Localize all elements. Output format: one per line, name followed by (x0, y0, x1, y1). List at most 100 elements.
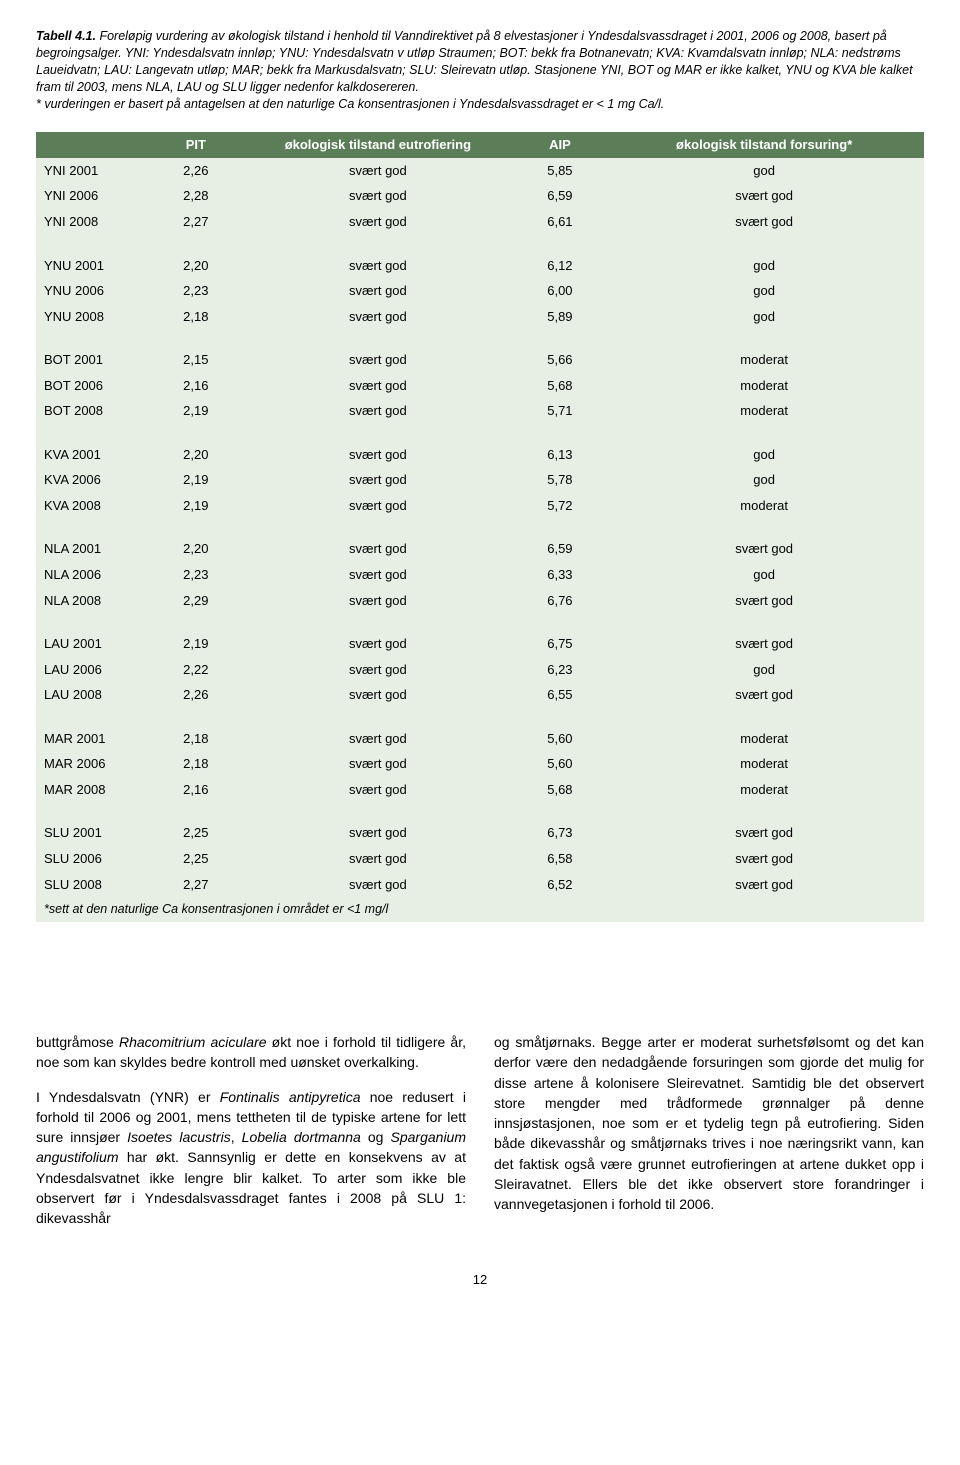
table-cell: svært god (240, 373, 515, 399)
table-cell: 5,60 (516, 751, 605, 777)
data-table: PIT økologisk tilstand eutrofiering AIP … (36, 132, 924, 897)
spacer-cell (151, 329, 240, 347)
table-cell: svært god (240, 304, 515, 330)
table-row: YNU 20062,23svært god6,00god (36, 278, 924, 304)
table-cell: YNU 2001 (36, 253, 151, 279)
table-cell: 2,23 (151, 562, 240, 588)
table-cell: 5,78 (516, 467, 605, 493)
spacer-row (36, 329, 924, 347)
table-cell: 2,19 (151, 398, 240, 424)
table-cell: NLA 2006 (36, 562, 151, 588)
table-row: NLA 20082,29svært god6,76svært god (36, 588, 924, 614)
table-cell: god (604, 253, 924, 279)
table-row: LAU 20012,19svært god6,75svært god (36, 631, 924, 657)
body-right-column: og småtjørnaks. Begge arter er moderat s… (494, 1032, 924, 1243)
table-cell: svært god (240, 347, 515, 373)
spacer-cell (516, 708, 605, 726)
table-cell: KVA 2006 (36, 467, 151, 493)
table-cell: 2,27 (151, 872, 240, 898)
table-cell: svært god (604, 872, 924, 898)
table-cell: 5,71 (516, 398, 605, 424)
table-cell: svært god (604, 588, 924, 614)
body-left-p1: buttgråmose Rhacomitrium aciculare økt n… (36, 1032, 466, 1073)
table-cell: BOT 2001 (36, 347, 151, 373)
table-cell: YNI 2001 (36, 158, 151, 184)
table-cell: 2,20 (151, 253, 240, 279)
spacer-cell (604, 424, 924, 442)
table-cell: 2,19 (151, 467, 240, 493)
table-cell: svært god (240, 631, 515, 657)
table-row: NLA 20012,20svært god6,59svært god (36, 536, 924, 562)
table-cell: svært god (240, 493, 515, 519)
table-cell: god (604, 657, 924, 683)
text: , (231, 1129, 242, 1145)
table-cell: svært god (240, 820, 515, 846)
table-row: SLU 20082,27svært god6,52svært god (36, 872, 924, 898)
table-row: LAU 20062,22svært god6,23god (36, 657, 924, 683)
th-forsuring: økologisk tilstand forsuring* (604, 132, 924, 158)
table-cell: svært god (240, 682, 515, 708)
caption-text-2: * vurderingen er basert på antagelsen at… (36, 97, 664, 111)
body-right-p1: og småtjørnaks. Begge arter er moderat s… (494, 1032, 924, 1215)
table-cell: 2,23 (151, 278, 240, 304)
table-row: KVA 20062,19svært god5,78god (36, 467, 924, 493)
table-cell: 2,19 (151, 493, 240, 519)
table-cell: KVA 2008 (36, 493, 151, 519)
spacer-cell (151, 708, 240, 726)
table-cell: god (604, 304, 924, 330)
caption-label: Tabell 4.1. (36, 29, 96, 43)
table-cell: YNI 2008 (36, 209, 151, 235)
species-name: Fontinalis antipyretica (220, 1089, 361, 1105)
body-left-p2: I Yndesdalsvatn (YNR) er Fontinalis anti… (36, 1087, 466, 1229)
table-row: BOT 20062,16svært god5,68moderat (36, 373, 924, 399)
spacer-cell (36, 708, 151, 726)
table-cell: 2,20 (151, 442, 240, 468)
table-cell: svært god (240, 209, 515, 235)
spacer-cell (36, 802, 151, 820)
table-cell: god (604, 442, 924, 468)
table-cell: svært god (240, 183, 515, 209)
table-cell: svært god (240, 562, 515, 588)
spacer-cell (516, 802, 605, 820)
table-cell: 2,27 (151, 209, 240, 235)
table-cell: 6,00 (516, 278, 605, 304)
spacer-row (36, 235, 924, 253)
table-row: YNI 20082,27svært god6,61svært god (36, 209, 924, 235)
table-cell: 5,89 (516, 304, 605, 330)
table-cell: SLU 2001 (36, 820, 151, 846)
table-row: MAR 20012,18svært god5,60moderat (36, 726, 924, 752)
table-cell: svært god (604, 846, 924, 872)
table-cell: svært god (240, 158, 515, 184)
table-header-row: PIT økologisk tilstand eutrofiering AIP … (36, 132, 924, 158)
th-pit: PIT (151, 132, 240, 158)
table-cell: 2,22 (151, 657, 240, 683)
table-cell: 2,26 (151, 158, 240, 184)
spacer-cell (604, 802, 924, 820)
table-cell: MAR 2008 (36, 777, 151, 803)
spacer-row (36, 518, 924, 536)
table-cell: 5,60 (516, 726, 605, 752)
spacer-cell (36, 518, 151, 536)
table-cell: 2,16 (151, 777, 240, 803)
table-cell: 2,19 (151, 631, 240, 657)
table-cell: 2,18 (151, 726, 240, 752)
spacer-cell (240, 235, 515, 253)
table-row: LAU 20082,26svært god6,55svært god (36, 682, 924, 708)
caption-text-1: Foreløpig vurdering av økologisk tilstan… (36, 29, 913, 94)
table-cell: SLU 2008 (36, 872, 151, 898)
table-cell: NLA 2008 (36, 588, 151, 614)
table-cell: moderat (604, 493, 924, 519)
table-cell: svært god (240, 588, 515, 614)
spacer-cell (151, 613, 240, 631)
table-cell: moderat (604, 398, 924, 424)
spacer-cell (516, 518, 605, 536)
table-footnote: *sett at den naturlige Ca konsentrasjone… (36, 897, 924, 922)
table-cell: NLA 2001 (36, 536, 151, 562)
table-cell: 6,61 (516, 209, 605, 235)
table-cell: YNU 2006 (36, 278, 151, 304)
table-cell: svært god (240, 253, 515, 279)
spacer-cell (516, 613, 605, 631)
spacer-cell (516, 329, 605, 347)
table-cell: 6,23 (516, 657, 605, 683)
spacer-cell (240, 613, 515, 631)
